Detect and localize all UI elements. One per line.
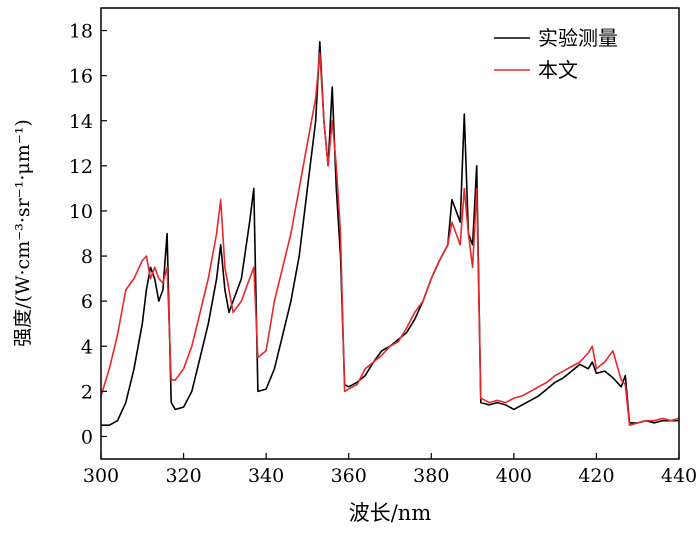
y-tick-label: 0 bbox=[81, 426, 93, 448]
x-axis-label: 波长/nm bbox=[349, 501, 432, 525]
y-tick-label: 6 bbox=[81, 291, 93, 313]
y-tick-label: 16 bbox=[69, 66, 93, 88]
x-tick-label: 360 bbox=[331, 465, 367, 487]
x-tick-label: 340 bbox=[248, 465, 284, 487]
x-tick-label: 440 bbox=[661, 465, 697, 487]
y-tick-label: 10 bbox=[69, 201, 93, 223]
legend-label-2: 本文 bbox=[538, 58, 578, 82]
y-tick-label: 2 bbox=[81, 381, 93, 403]
y-tick-label: 14 bbox=[69, 111, 93, 133]
x-tick-label: 320 bbox=[165, 465, 201, 487]
series-line-1 bbox=[101, 41, 679, 426]
y-tick-label: 12 bbox=[69, 156, 93, 178]
series-line-2 bbox=[100, 52, 680, 426]
y-tick-label: 4 bbox=[81, 336, 93, 358]
x-tick-label: 380 bbox=[413, 465, 449, 487]
y-tick-label: 18 bbox=[69, 21, 93, 43]
plot-area-frame bbox=[100, 7, 680, 460]
axis-ticks: 300 320 340 360 380 400 420 440 0 2 4 6 8 10 12 14 16 18 bbox=[69, 21, 697, 487]
x-tick-label: 400 bbox=[496, 465, 532, 487]
series-lines bbox=[100, 41, 680, 426]
legend-label-1: 实验测量 bbox=[538, 26, 618, 50]
y-tick-label: 8 bbox=[81, 246, 93, 268]
x-tick-label: 300 bbox=[83, 465, 119, 487]
y-axis-label: 强度/(W·cm⁻³·sr⁻¹·μm⁻¹) bbox=[12, 119, 34, 347]
x-tick-label: 420 bbox=[578, 465, 614, 487]
